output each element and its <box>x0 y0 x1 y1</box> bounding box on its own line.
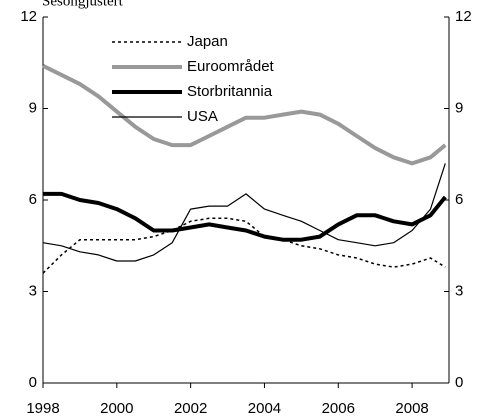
legend-label: Storbritannia <box>187 83 273 100</box>
y2-tick-label: 12 <box>455 8 472 25</box>
y-tick-label: 3 <box>29 282 37 299</box>
y-tick-label: 9 <box>29 99 37 116</box>
x-tick-label: 1998 <box>26 400 59 417</box>
y2-tick-label: 6 <box>455 191 463 208</box>
x-tick-label: 2004 <box>248 400 281 417</box>
legend-label: USA <box>187 108 218 125</box>
line-series <box>42 163 446 262</box>
x-tick-label: 2002 <box>174 400 207 417</box>
chart-subtitle: Sesongjustert <box>42 0 124 9</box>
y2-tick-label: 9 <box>455 99 463 116</box>
line-series <box>42 64 447 166</box>
legend-label: Japan <box>187 33 228 50</box>
y-tick-label: 12 <box>20 8 37 25</box>
legend-label: Euroområdet <box>187 58 275 75</box>
y2-tick-label: 0 <box>455 374 463 391</box>
y-tick-label: 6 <box>29 191 37 208</box>
x-tick-label: 2008 <box>395 400 428 417</box>
line-series <box>42 217 446 274</box>
line-series <box>43 191 447 242</box>
x-tick-label: 2006 <box>322 400 355 417</box>
y-tick-label: 0 <box>29 374 37 391</box>
y2-tick-label: 3 <box>455 282 463 299</box>
x-tick-label: 2000 <box>100 400 133 417</box>
